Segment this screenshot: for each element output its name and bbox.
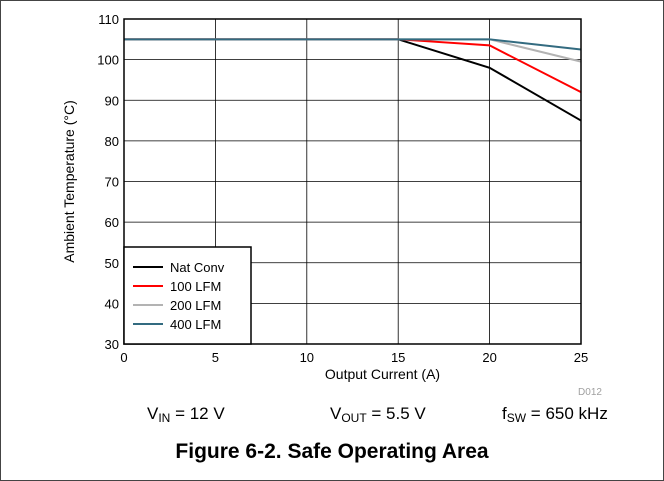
- y-tick-label: 90: [105, 93, 119, 108]
- fsw-condition: fSW = 650 kHz: [502, 404, 608, 425]
- x-tick-label: 5: [212, 350, 219, 365]
- y-tick-labels: 30 40 50 60 70 80 90 100 110: [97, 12, 119, 352]
- legend-label: 200 LFM: [170, 298, 221, 313]
- y-tick-label: 30: [105, 337, 119, 352]
- grid-lines: [123, 18, 582, 345]
- x-tick-label: 10: [300, 350, 314, 365]
- x-tick-label: 25: [574, 350, 588, 365]
- legend-label: Nat Conv: [170, 260, 225, 275]
- x-tick-label: 0: [120, 350, 127, 365]
- y-axis-label: Ambient Temperature (°C): [61, 100, 77, 263]
- plot-border: [123, 18, 582, 345]
- legend-label: 400 LFM: [170, 317, 221, 332]
- y-tick-label: 80: [105, 134, 119, 149]
- legend: Nat Conv 100 LFM 200 LFM 400 LFM: [123, 246, 252, 345]
- series-line: [124, 38, 582, 122]
- x-axis-label: Output Current (A): [325, 366, 440, 382]
- y-tick-label: 110: [98, 12, 119, 27]
- series-line: [124, 38, 582, 94]
- y-tick-label: 100: [97, 53, 119, 68]
- legend-box: [123, 246, 252, 345]
- series-line: [124, 38, 582, 51]
- vout-condition: VOUT = 5.5 V: [330, 404, 426, 425]
- x-tick-label: 15: [391, 350, 405, 365]
- figure-caption: Figure 6-2. Safe Operating Area: [175, 440, 489, 463]
- series-lines: [124, 38, 582, 122]
- x-tick-labels: 0 5 10 15 20 25: [120, 350, 588, 365]
- safe-operating-area-chart: 0 5 10 15 20 25 30 40 50 60 70 80 90 100 110 Output C…: [61, 12, 602, 398]
- x-tick-label: 20: [482, 350, 496, 365]
- y-tick-label: 70: [105, 175, 119, 190]
- y-tick-label: 60: [105, 215, 119, 230]
- y-tick-label: 40: [105, 296, 119, 311]
- vin-condition: VIN = 12 V: [147, 404, 225, 425]
- y-tick-label: 50: [105, 256, 119, 271]
- figure-id-watermark: D012: [578, 387, 602, 398]
- legend-label: 100 LFM: [170, 279, 221, 294]
